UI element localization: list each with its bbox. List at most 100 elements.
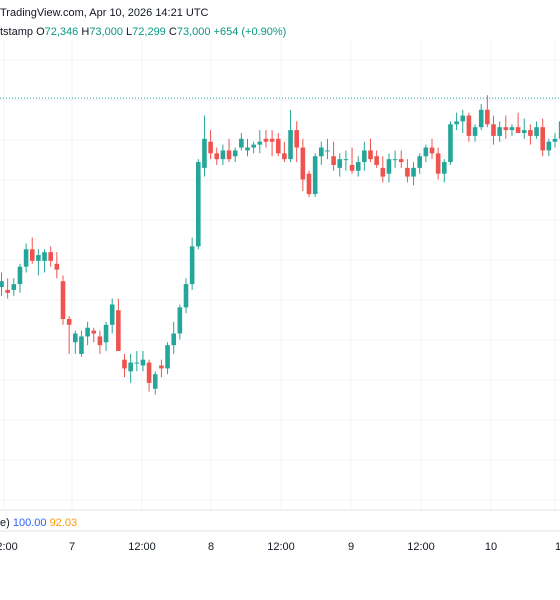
symbol-label: tstamp: [0, 26, 34, 38]
candle-body: [442, 162, 447, 174]
candle: [448, 121, 453, 165]
candle: [343, 150, 349, 171]
candle-body: [411, 167, 416, 177]
candle-body: [448, 124, 453, 163]
candle-body: [257, 141, 263, 145]
candle: [79, 330, 84, 357]
candle-body: [337, 159, 343, 168]
candle-body: [355, 162, 361, 171]
low-value: 72,299: [132, 26, 166, 38]
candle: [36, 249, 41, 276]
candle: [521, 118, 527, 139]
candle: [429, 138, 435, 160]
candle: [331, 141, 336, 171]
x-tick-label: 12:00: [0, 541, 18, 553]
candle: [122, 353, 127, 378]
candle: [478, 103, 484, 131]
candle: [29, 237, 35, 264]
candle: [0, 272, 4, 296]
candle-body: [54, 263, 60, 270]
candle: [485, 95, 490, 128]
candle-body: [368, 150, 373, 160]
candle: [552, 133, 558, 148]
candle-body: [460, 115, 466, 122]
candle-body: [165, 345, 170, 369]
candle: [454, 112, 459, 131]
change-value: +654 (+0.90%): [213, 26, 287, 38]
candle: [442, 159, 447, 183]
high-label: H: [81, 26, 90, 38]
candle: [528, 124, 533, 145]
candle-body: [116, 310, 121, 351]
close-label: C: [168, 26, 177, 38]
candle: [128, 353, 133, 383]
candle: [558, 121, 560, 139]
candle: [23, 243, 29, 273]
candle: [116, 298, 121, 351]
low-label: L: [126, 26, 133, 38]
candle-body: [288, 130, 293, 160]
candle: [109, 298, 115, 334]
candle-body: [386, 159, 392, 174]
candle-body: [521, 130, 527, 133]
candle-body: [146, 362, 152, 383]
candle: [546, 138, 552, 157]
candle: [503, 115, 509, 139]
chart-source-header: TradingView.com, Apr 10, 2026 14:21 UTC: [0, 7, 209, 19]
candle-body: [171, 333, 176, 346]
candle-body: [528, 130, 533, 136]
candle-body: [152, 374, 158, 389]
candle-body: [392, 159, 398, 161]
candle-body: [454, 121, 459, 125]
candle: [60, 275, 66, 325]
candle-body: [29, 249, 35, 261]
candle: [251, 141, 256, 154]
candle-body: [122, 359, 127, 369]
x-tick-label: 12:00: [128, 541, 156, 553]
candle-body: [128, 362, 133, 372]
candle-body: [232, 150, 238, 157]
ohlc-legend: tstamp O72,346 H73,000 L72,299 C73,000 +…: [0, 26, 286, 38]
candle-body: [208, 141, 213, 154]
candle: [42, 249, 47, 273]
candle: [497, 121, 502, 142]
candle-body: [491, 124, 496, 136]
candle: [134, 350, 140, 372]
candle-body: [558, 121, 560, 139]
candle: [11, 278, 17, 296]
candle: [325, 138, 330, 160]
candle-body: [183, 284, 189, 308]
candle-body: [196, 162, 201, 247]
close-value: 73,000: [176, 26, 211, 38]
candle-body: [362, 150, 367, 163]
candle: [386, 153, 392, 183]
candle-body: [423, 147, 429, 157]
candle: [368, 138, 373, 163]
indicator-value-1: 100.00: [12, 517, 47, 529]
candle-body: [429, 147, 435, 154]
candle-body: [226, 150, 232, 160]
candle-body: [251, 144, 256, 148]
candle-body: [546, 141, 552, 151]
candle-body: [282, 153, 287, 160]
candle: [337, 153, 343, 177]
candle: [48, 246, 53, 267]
candle: [362, 141, 367, 171]
candle: [423, 144, 429, 163]
candle: [435, 147, 441, 180]
candle: [183, 278, 189, 314]
candle-body: [417, 156, 422, 168]
open-label: O: [36, 26, 45, 38]
high-value: 73,000: [89, 26, 123, 38]
candle-body: [540, 127, 545, 151]
candle-body: [0, 281, 4, 288]
candle: [300, 138, 306, 192]
candle: [177, 304, 183, 340]
candle-body: [159, 365, 164, 369]
candle-body: [405, 167, 410, 177]
candle-body: [380, 167, 386, 177]
candle: [380, 156, 386, 183]
candle: [73, 330, 78, 354]
candle-body: [374, 156, 379, 165]
